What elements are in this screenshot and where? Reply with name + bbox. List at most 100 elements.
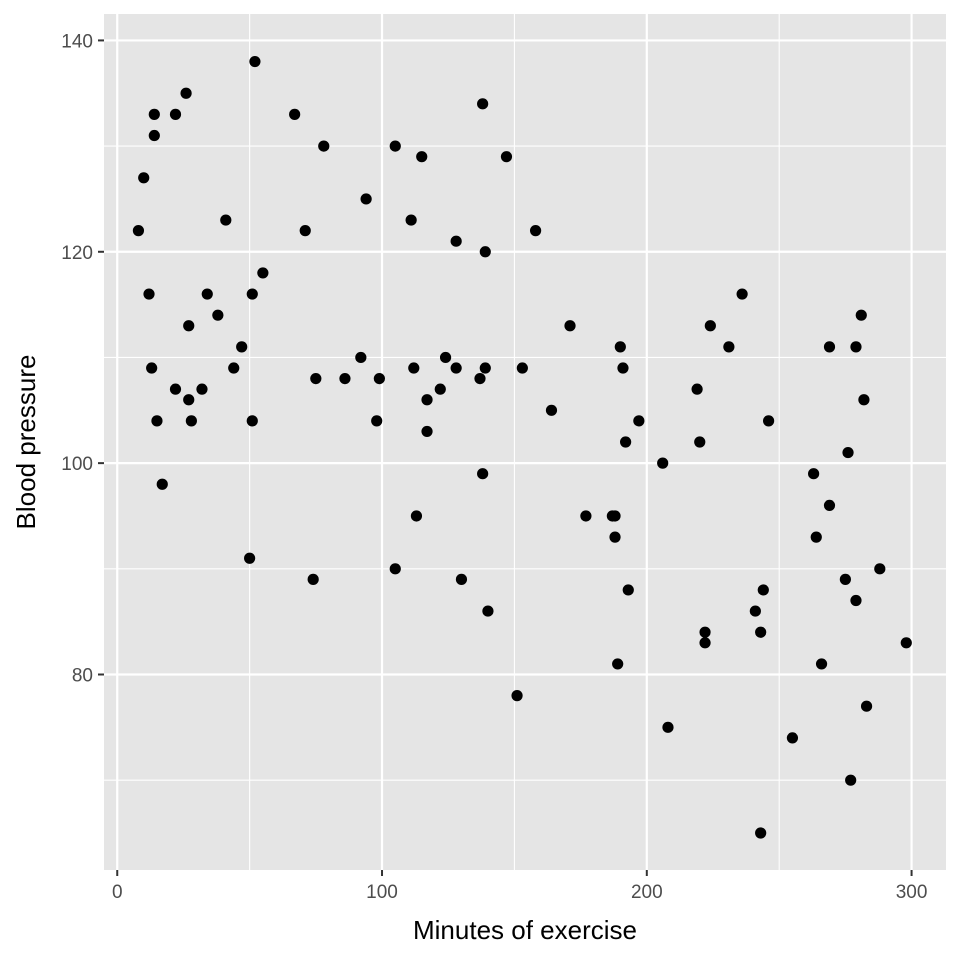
- data-point: [614, 341, 626, 353]
- data-point: [169, 108, 182, 120]
- data-point: [389, 563, 401, 575]
- x-tick-label: 100: [366, 882, 398, 903]
- y-tick-label: 100: [61, 454, 93, 475]
- data-point: [299, 225, 311, 237]
- data-point: [808, 468, 820, 480]
- data-point: [845, 774, 857, 786]
- data-point: [479, 362, 491, 374]
- data-point: [421, 394, 433, 406]
- data-point: [421, 425, 433, 438]
- data-point: [500, 151, 513, 163]
- data-point: [511, 690, 523, 702]
- data-point: [545, 404, 558, 416]
- x-axis-title: Minutes of exercise: [413, 915, 637, 945]
- data-point: [482, 605, 494, 617]
- data-point: [405, 214, 417, 226]
- data-point: [169, 383, 182, 395]
- data-point: [858, 394, 870, 406]
- data-point: [723, 341, 735, 353]
- data-point: [410, 510, 423, 522]
- data-point: [699, 637, 711, 649]
- data-point: [244, 552, 256, 564]
- data-point: [704, 320, 716, 332]
- data-point: [474, 372, 486, 385]
- data-point: [289, 108, 301, 120]
- data-point: [434, 383, 446, 395]
- data-point: [860, 700, 873, 712]
- data-point: [246, 415, 258, 427]
- data-point: [355, 351, 367, 364]
- data-point: [212, 309, 224, 321]
- y-tick-label: 120: [61, 243, 93, 264]
- data-point: [477, 468, 489, 480]
- data-point: [220, 214, 232, 226]
- data-point: [310, 372, 322, 385]
- data-point: [694, 436, 706, 448]
- data-point: [617, 362, 629, 374]
- data-point: [132, 225, 145, 237]
- data-point: [416, 151, 428, 163]
- data-point: [755, 626, 767, 638]
- data-point: [257, 267, 269, 279]
- data-point: [580, 510, 592, 522]
- data-point: [408, 362, 420, 374]
- data-point: [185, 415, 197, 427]
- data-point: [757, 584, 769, 596]
- data-point: [477, 98, 489, 110]
- data-point: [622, 584, 634, 596]
- data-point: [151, 415, 163, 427]
- data-point: [479, 246, 491, 258]
- x-axis: 0 100 200 300: [112, 870, 927, 903]
- data-point: [371, 415, 383, 427]
- data-point: [228, 362, 240, 374]
- data-point: [749, 605, 761, 617]
- data-point: [439, 351, 452, 364]
- data-point: [246, 288, 258, 300]
- data-point: [657, 457, 669, 469]
- data-point: [373, 372, 385, 385]
- data-point: [455, 573, 468, 585]
- data-point: [620, 436, 632, 448]
- data-point: [609, 510, 621, 522]
- data-point: [755, 827, 767, 839]
- data-point: [662, 721, 674, 733]
- plot-panel: [104, 14, 946, 870]
- data-point: [699, 626, 711, 638]
- y-tick-label: 140: [61, 31, 93, 52]
- data-point: [900, 637, 912, 649]
- y-axis-title: Blood pressure: [11, 355, 41, 530]
- data-point: [148, 108, 160, 120]
- data-point: [143, 288, 155, 300]
- data-point: [183, 394, 195, 406]
- major-gridlines: [104, 14, 946, 870]
- data-point: [612, 658, 624, 670]
- data-point: [786, 732, 799, 744]
- data-point: [850, 341, 862, 353]
- data-points: [132, 55, 912, 839]
- data-point: [156, 478, 168, 490]
- data-point: [389, 140, 401, 152]
- data-point: [180, 87, 192, 99]
- data-point: [850, 594, 862, 607]
- data-point: [823, 499, 836, 512]
- data-point: [609, 531, 621, 543]
- data-point: [529, 225, 542, 237]
- data-point: [691, 383, 703, 395]
- data-point: [516, 362, 528, 374]
- minor-gridlines: [104, 14, 946, 870]
- data-point: [450, 362, 462, 374]
- data-point: [183, 320, 195, 332]
- data-point: [138, 172, 150, 184]
- data-point: [201, 288, 213, 300]
- data-point: [839, 573, 851, 585]
- y-axis: 80 100 120 140: [61, 31, 104, 686]
- data-point: [762, 415, 775, 427]
- x-tick-label: 300: [896, 882, 928, 903]
- x-tick-label: 0: [112, 882, 123, 903]
- data-point: [855, 309, 867, 321]
- data-point: [339, 372, 351, 385]
- data-point: [360, 193, 372, 205]
- data-point: [450, 235, 462, 247]
- data-point: [249, 55, 261, 68]
